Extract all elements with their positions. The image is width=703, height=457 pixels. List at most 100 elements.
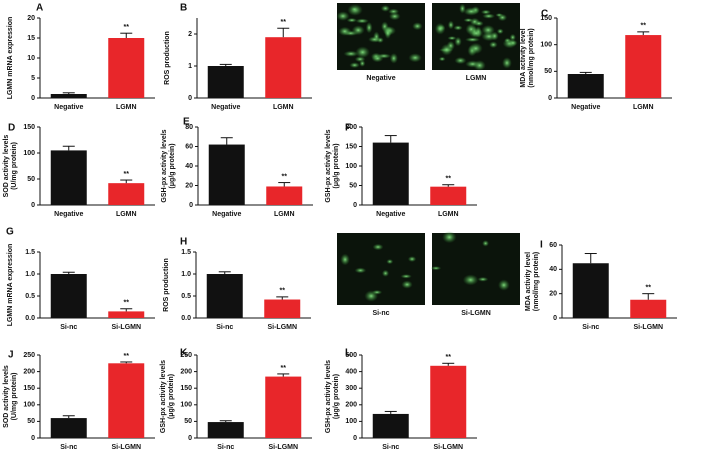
panel-letter: D (8, 123, 15, 134)
y-axis-label: MDA activity level (525, 252, 532, 311)
y-tick-label: 0.5 (181, 293, 191, 300)
y-tick-label: 1.0 (25, 271, 35, 278)
cell (453, 25, 463, 31)
y-axis-label: ROS production (163, 258, 170, 312)
y-tick-label: 5 (31, 75, 35, 82)
bar (108, 183, 145, 205)
cell (365, 21, 373, 34)
significance: ** (646, 285, 652, 292)
cell (462, 274, 479, 286)
y-tick-label: 0 (548, 95, 552, 102)
y-tick-label: 100 (540, 42, 552, 49)
micrograph-label: Si-nc (372, 310, 389, 317)
y-tick-label: 50 (27, 418, 35, 425)
x-tick-label: LGMN (273, 104, 294, 111)
cell (346, 17, 358, 23)
cell (401, 280, 413, 289)
y-tick-label: 200 (23, 368, 35, 375)
y-tick-label: 100 (23, 402, 35, 409)
y-tick-label: 100 (180, 402, 192, 409)
x-tick-label: Negative (376, 211, 405, 218)
y-axis-label: (μg/g protein) (168, 374, 175, 419)
cell (438, 56, 446, 62)
cell (481, 24, 495, 36)
significance: ** (124, 353, 130, 360)
y-tick-label: 20 (27, 15, 35, 22)
y-tick-label: 100 (345, 163, 357, 170)
cell (380, 4, 390, 12)
y-axis-label: (nmol/mg protein) (528, 28, 535, 88)
y-tick-label: 50 (184, 418, 192, 425)
cell (412, 22, 423, 31)
y-axis-label: (U/mg protein) (11, 142, 18, 190)
cell (355, 18, 369, 24)
bar (206, 274, 243, 318)
cell (340, 253, 350, 266)
cell (489, 41, 498, 49)
bar (50, 418, 87, 438)
y-tick-label: 0 (353, 202, 357, 209)
cell (384, 27, 392, 39)
x-tick-label: Si-nc (217, 444, 234, 451)
y-axis-label: GSH-px activity levels (325, 129, 332, 202)
x-tick-label: Negative (571, 104, 600, 111)
bar (108, 363, 145, 438)
micrograph-label: Negative (366, 75, 395, 82)
cell (442, 231, 457, 244)
y-axis-label: GSH-px activity levels (161, 129, 168, 202)
cell (508, 39, 518, 47)
x-tick-label: Si-nc (216, 324, 233, 331)
y-tick-label: 50 (349, 182, 357, 189)
y-tick-label: 0 (553, 315, 557, 322)
cell (474, 20, 484, 27)
bar (108, 38, 145, 98)
y-tick-label: 150 (23, 385, 35, 392)
bar (567, 74, 604, 98)
significance: ** (282, 173, 288, 180)
bar (207, 422, 244, 438)
cell (376, 53, 392, 59)
x-tick-label: Si-LGMN (267, 324, 297, 331)
cell (381, 269, 390, 277)
bar (625, 35, 662, 98)
y-tick-label: 15 (27, 35, 35, 42)
y-axis-label: (μg/g protein) (333, 143, 340, 188)
y-tick-label: 40 (185, 163, 193, 170)
bar (208, 144, 245, 205)
cell (372, 243, 384, 251)
y-tick-label: 0 (188, 435, 192, 442)
cell (482, 240, 490, 247)
x-tick-label: LGMN (438, 211, 459, 218)
y-axis-label: MDA activity level (520, 28, 527, 87)
x-tick-label: Si-LGMN (111, 324, 141, 331)
y-tick-label: 20 (549, 291, 557, 298)
x-tick-label: Si-nc (582, 324, 599, 331)
panel-letter: C (541, 9, 548, 20)
y-tick-label: 60 (185, 143, 193, 150)
significance: ** (446, 354, 452, 361)
y-tick-label: 60 (549, 242, 557, 249)
cell (434, 22, 446, 35)
cell (408, 53, 422, 63)
cell (477, 276, 489, 282)
panel-letter: J (8, 350, 14, 361)
y-axis-label: (μg/g protein) (333, 374, 340, 419)
panel-letter: E (183, 117, 190, 128)
y-tick-label: 100 (345, 418, 357, 425)
bar (372, 413, 409, 438)
panel-letter: H (180, 237, 187, 248)
cell (355, 46, 370, 59)
cell (463, 18, 474, 23)
x-tick-label: Negative (54, 211, 83, 218)
y-tick-label: 10 (27, 55, 35, 62)
cell (400, 274, 412, 279)
y-tick-label: 0.0 (181, 315, 191, 322)
y-tick-label: 200 (345, 402, 357, 409)
x-tick-label: Negative (211, 104, 240, 111)
y-axis-label: GSH-px activity levels (160, 360, 167, 433)
panel-letter: G (6, 227, 14, 238)
y-tick-label: 150 (540, 15, 552, 22)
cell (496, 28, 504, 35)
y-tick-label: 2 (188, 31, 192, 38)
panel-letter: L (345, 348, 351, 359)
